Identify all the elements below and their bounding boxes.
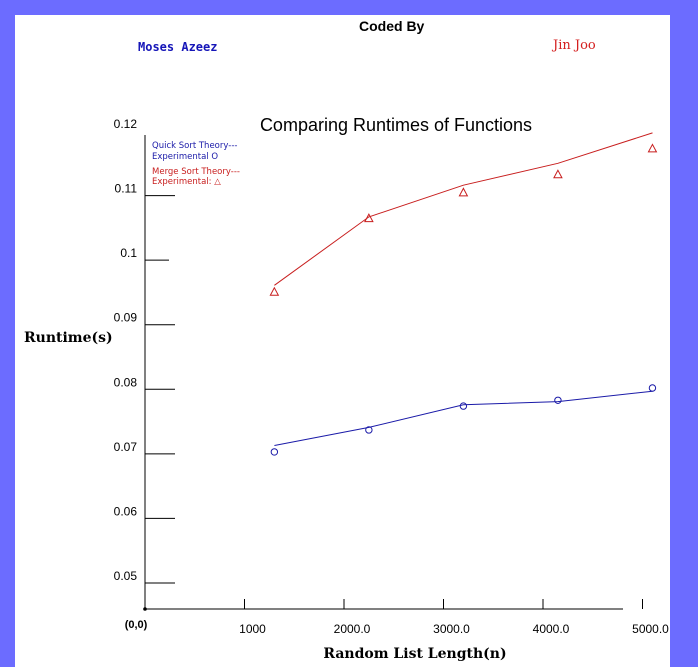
x-tick-label: 1000: [239, 622, 266, 636]
author-right: Jin Joo: [553, 38, 596, 53]
origin-dot: [143, 607, 147, 611]
y-tick-label: 0.09: [114, 311, 138, 325]
runtime-chart: Comparing Runtimes of Functions 0.05 0.06 0…: [24, 115, 669, 662]
origin-label: (0,0): [125, 619, 148, 631]
merge-experimental-point: [458, 187, 469, 197]
legend-entry-quick: Experimental O: [152, 152, 218, 162]
quick-experimental-point: [270, 448, 279, 456]
x-tick-label: 3000.0: [433, 622, 470, 636]
y-tick-label: 0.08: [114, 375, 138, 389]
chart-canvas: Coded By Moses Azeez Jin Joo Comparing R…: [15, 15, 670, 667]
legend-entry-quick: Quick Sort Theory---: [152, 141, 237, 151]
y-tick-label: 0.11: [115, 182, 138, 196]
quick-experimental-point: [365, 426, 373, 434]
y-tick-label: 0.12: [114, 117, 138, 131]
y-tick-label: 0.1: [120, 246, 137, 260]
quick-theory-line: [274, 390, 653, 446]
x-axis-label: Random List Length(n): [323, 646, 506, 662]
author-left: Moses Azeez: [138, 40, 218, 54]
merge-experimental-point: [269, 286, 280, 296]
chart-title: Comparing Runtimes of Functions: [260, 115, 532, 135]
quick-experimental-point: [648, 384, 657, 392]
legend-entry-merge: Experimental: △: [152, 177, 221, 187]
x-tick-label: 2000.0: [334, 622, 371, 636]
legend-entry-merge: Merge Sort Theory---: [152, 167, 240, 177]
merge-experimental-point: [364, 213, 374, 223]
y-axis-label: Runtime(s): [24, 330, 113, 346]
quick-experimental-point: [554, 396, 562, 404]
merge-experimental-point: [647, 143, 658, 153]
x-tick-label: 4000.0: [533, 622, 570, 636]
y-tick-label: 0.07: [114, 440, 138, 454]
x-tick-label: 5000.0: [632, 622, 669, 636]
y-tick-label: 0.06: [114, 504, 138, 518]
coded-by-label: Coded By: [359, 18, 425, 34]
quick-experimental-point: [459, 402, 468, 410]
merge-experimental-point: [553, 169, 563, 179]
merge-theory-line: [274, 132, 653, 286]
y-tick-label: 0.05: [114, 569, 138, 583]
